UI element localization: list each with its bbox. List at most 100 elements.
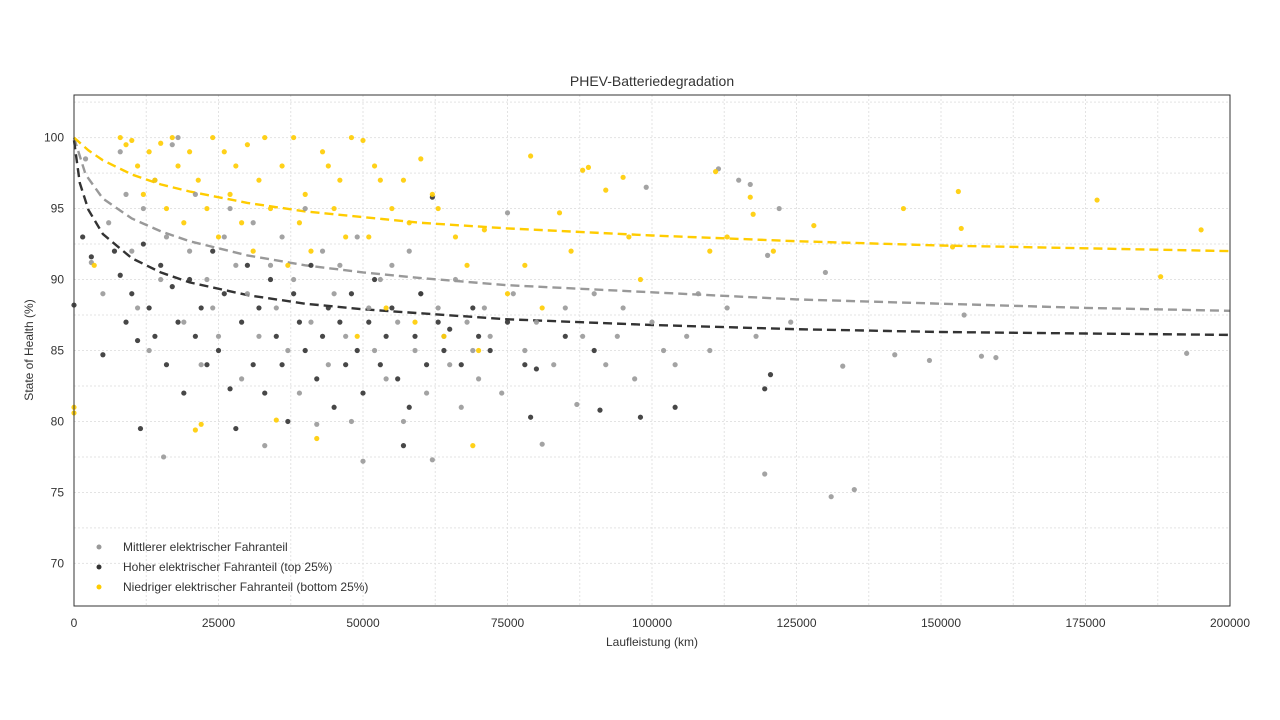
scatter-point-series-2 — [91, 262, 97, 268]
scatter-point-series-2 — [400, 177, 407, 183]
scatter-point-series-0 — [522, 347, 528, 354]
scatter-point-series-0 — [343, 333, 349, 339]
scatter-point-series-2 — [452, 234, 459, 240]
scatter-point-series-2 — [580, 167, 586, 173]
y-tick-label: 90 — [51, 273, 65, 287]
scatter-point-series-2 — [568, 248, 574, 254]
scatter-point-series-0 — [423, 390, 430, 396]
scatter-point-series-2 — [337, 177, 343, 183]
scatter-point-series-2 — [308, 248, 314, 254]
scatter-point-series-1 — [204, 362, 210, 368]
scatter-point-series-0 — [551, 362, 557, 368]
x-tick-label: 200000 — [1210, 616, 1250, 630]
scatter-point-series-2 — [481, 227, 487, 233]
scatter-point-series-2 — [383, 305, 389, 311]
scatter-point-series-2 — [123, 142, 129, 148]
scatter-point-series-0 — [747, 181, 753, 188]
scatter-point-series-0 — [215, 333, 222, 339]
scatter-point-series-0 — [851, 487, 857, 493]
scatter-point-series-2 — [343, 234, 349, 240]
scatter-point-series-1 — [371, 276, 378, 283]
scatter-point-series-0 — [140, 205, 146, 212]
scatter-point-series-2 — [227, 191, 233, 197]
scatter-point-series-0 — [660, 347, 667, 354]
scatter-point-series-2 — [250, 248, 256, 254]
scatter-point-series-1 — [158, 262, 164, 268]
scatter-point-series-2 — [412, 319, 418, 325]
scatter-point-series-2 — [140, 191, 146, 197]
grid-layer — [73, 95, 1231, 606]
scatter-point-series-0 — [204, 276, 210, 283]
scatter-point-series-0 — [470, 347, 476, 354]
scatter-point-series-1 — [348, 291, 355, 297]
scatter-point-series-0 — [181, 319, 187, 325]
scatter-point-series-2 — [134, 163, 141, 169]
scatter-point-series-2 — [210, 134, 216, 141]
scatter-point-series-0 — [684, 333, 690, 339]
y-tick-label: 80 — [51, 414, 65, 428]
scatter-point-series-1 — [637, 414, 644, 420]
scatter-point-series-1 — [227, 386, 233, 392]
scatter-point-series-1 — [533, 366, 540, 372]
scatter-point-series-0 — [291, 276, 297, 283]
scatter-point-series-2 — [712, 169, 719, 175]
legend-label-hoher: Hoher elektrischer Fahranteil (top 25%) — [123, 560, 332, 574]
scatter-point-series-2 — [556, 210, 563, 216]
scatter-point-series-0 — [267, 262, 274, 268]
scatter-point-series-0 — [429, 457, 435, 463]
scatter-point-series-0 — [360, 458, 366, 464]
scatter-point-series-1 — [175, 319, 181, 325]
scatter-point-series-0 — [926, 357, 933, 364]
x-tick-label: 175000 — [1065, 616, 1105, 630]
scatter-point-series-0 — [285, 347, 291, 354]
scatter-point-series-1 — [123, 319, 129, 325]
scatter-point-series-2 — [239, 220, 245, 226]
scatter-point-series-2 — [314, 435, 320, 442]
x-axis-label: Laufleistung (km) — [606, 635, 698, 649]
scatter-point-series-2 — [181, 220, 187, 226]
scatter-point-series-1 — [285, 418, 291, 425]
scatter-point-series-0 — [510, 291, 516, 297]
scatter-point-series-1 — [111, 248, 118, 254]
scatter-point-series-1 — [597, 407, 603, 413]
scatter-point-series-0 — [106, 220, 112, 226]
scatter-point-series-2 — [129, 137, 135, 144]
scatter-point-series-0 — [233, 262, 239, 268]
scatter-point-series-2 — [464, 262, 470, 268]
scatter-point-series-0 — [840, 363, 846, 369]
points-layer — [71, 134, 1204, 500]
scatter-point-series-0 — [354, 234, 360, 240]
scatter-point-series-1 — [221, 291, 227, 297]
x-tick-labels: 0 25000 50000 75000 100000 125000 150000 175000… — [71, 616, 1251, 630]
x-tick-label: 0 — [71, 616, 78, 630]
scatter-point-series-2 — [296, 220, 303, 226]
scatter-point-series-1 — [504, 319, 511, 325]
scatter-point-series-1 — [476, 333, 482, 339]
scatter-point-series-1 — [80, 234, 86, 240]
x-tick-label: 50000 — [346, 616, 380, 630]
scatter-point-series-2 — [626, 234, 632, 240]
scatter-point-series-0 — [100, 291, 106, 297]
legend-label-niedriger: Niedriger elektrischer Fahranteil (botto… — [123, 580, 368, 594]
scatter-point-series-1 — [129, 291, 135, 297]
scatter-point-series-0 — [239, 376, 245, 382]
scatter-point-series-0 — [377, 276, 383, 283]
scatter-point-series-0 — [256, 333, 262, 339]
scatter-point-series-1 — [279, 362, 285, 368]
scatter-point-series-1 — [522, 362, 528, 368]
scatter-point-series-0 — [1184, 350, 1190, 356]
scatter-point-series-2 — [724, 234, 730, 240]
scatter-point-series-0 — [533, 319, 540, 325]
scatter-point-series-2 — [585, 164, 592, 170]
scatter-point-series-2 — [429, 191, 435, 197]
scatter-point-series-1 — [447, 326, 453, 332]
scatter-point-series-2 — [221, 149, 227, 155]
scatter-point-series-2 — [175, 163, 181, 169]
scatter-point-series-1 — [366, 319, 372, 325]
scatter-point-series-0 — [146, 347, 152, 354]
scatter-point-series-2 — [949, 244, 956, 250]
scatter-point-series-0 — [175, 134, 181, 141]
scatter-point-series-0 — [614, 333, 620, 339]
scatter-point-series-0 — [169, 142, 175, 148]
